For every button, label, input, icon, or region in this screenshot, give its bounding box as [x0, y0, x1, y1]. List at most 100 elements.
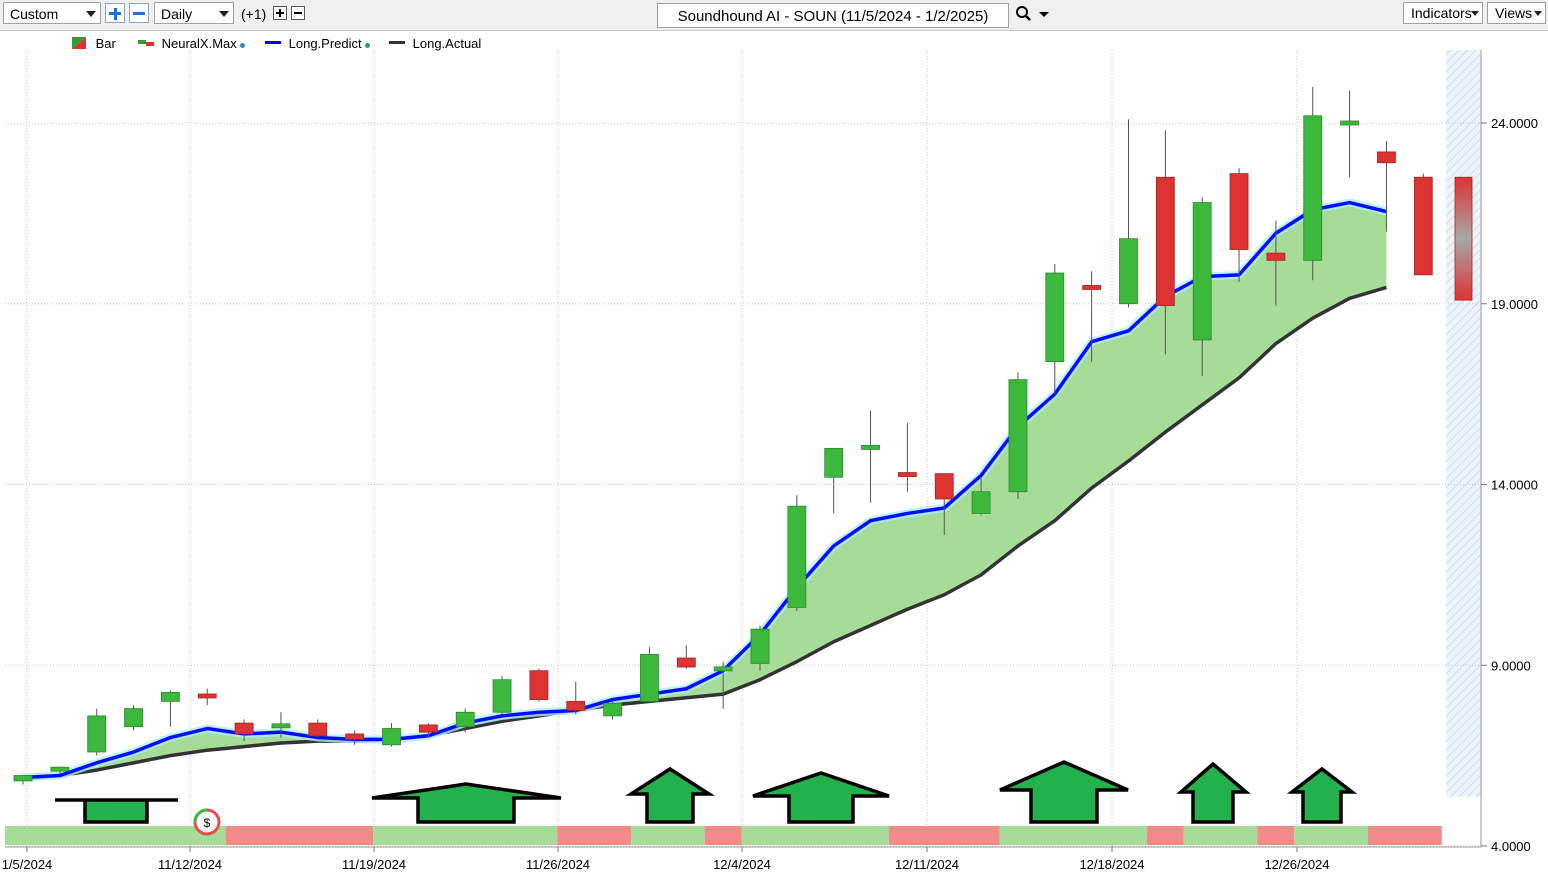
signal-band-segment [1146, 826, 1184, 845]
forecast-up-arrow[interactable] [55, 798, 178, 824]
arrow-layer [55, 760, 1358, 824]
candle[interactable] [1303, 115, 1323, 261]
candle[interactable] [87, 715, 107, 753]
legend-label: Bar [95, 36, 116, 51]
legend-item-long-predict[interactable]: Long.Predict [265, 36, 371, 51]
x-tick-label: 11/12/2024 [158, 857, 222, 872]
candle[interactable] [1192, 202, 1212, 341]
projected-bar[interactable] [1454, 176, 1473, 301]
bar-swatch-icon [72, 37, 86, 49]
candle[interactable] [234, 722, 254, 735]
dot-icon [240, 43, 246, 48]
candle[interactable] [934, 473, 954, 500]
candle[interactable] [382, 728, 401, 746]
candle[interactable] [529, 670, 549, 700]
candle[interactable] [50, 766, 70, 772]
dot-icon [365, 43, 371, 48]
candle[interactable] [971, 491, 991, 514]
chevron-down-icon [219, 11, 229, 17]
candle[interactable] [566, 701, 586, 711]
candle[interactable] [1155, 176, 1175, 306]
offset-decrease-button[interactable] [291, 6, 305, 20]
candle[interactable] [640, 654, 659, 702]
legend-item-long-actual[interactable]: Long.Actual [389, 36, 481, 51]
x-tick-label: 11/26/2024 [526, 857, 590, 872]
candle[interactable] [124, 708, 143, 728]
neuralx-swatch-icon [138, 40, 154, 46]
candle[interactable] [418, 724, 438, 733]
period-select[interactable]: Custom [3, 2, 101, 24]
candle[interactable] [713, 666, 733, 672]
candle[interactable] [1045, 272, 1065, 362]
zoom-out-button[interactable] [129, 3, 149, 23]
y-tick-label: 24.0000 [1491, 116, 1538, 131]
plus-icon-stem [113, 7, 117, 20]
x-tick-label: 12/26/2024 [1264, 857, 1329, 872]
search-icon[interactable] [1015, 5, 1051, 25]
band-layer: $ [5, 808, 1442, 845]
y-tick-label: 14.0000 [1491, 478, 1538, 493]
candle[interactable] [1340, 120, 1359, 126]
signal-band-segment [1183, 826, 1258, 845]
forecast-up-arrow[interactable] [1176, 761, 1251, 824]
candle[interactable] [787, 505, 807, 608]
signal-band-segment [557, 826, 632, 845]
forecast-up-arrow[interactable] [625, 766, 715, 824]
offset-increase-button[interactable] [273, 6, 287, 20]
forecast-up-arrow[interactable] [371, 782, 562, 824]
signal-band-segment [999, 826, 1147, 845]
signal-band-segment [1368, 826, 1442, 845]
candle[interactable] [676, 657, 696, 668]
offset-label: (+1) [241, 6, 267, 22]
candle[interactable] [13, 775, 33, 782]
candle[interactable] [160, 691, 180, 702]
legend-item-neuralx[interactable]: NeuralX.Max [138, 36, 246, 51]
candle[interactable] [1008, 379, 1028, 493]
dollar-marker-label: $ [204, 816, 211, 830]
symbol-title-field[interactable]: Soundhound AI - SOUN (11/5/2024 - 1/2/20… [657, 3, 1009, 28]
price-chart[interactable]: $ 24.0000 19.0000 14.0000 9.0000 4.0000 1/5/2… [0, 32, 1548, 875]
signal-band-segment [373, 826, 558, 845]
minus-icon [133, 12, 145, 15]
toolbar: Custom Daily (+1) Soundhound AI - SOUN (… [0, 0, 1548, 31]
candle[interactable] [455, 711, 475, 728]
signal-band-segment [888, 826, 1000, 845]
interval-select[interactable]: Daily [154, 2, 234, 24]
candle[interactable] [750, 628, 770, 664]
candle[interactable] [1082, 285, 1102, 290]
views-button[interactable]: Views [1487, 2, 1546, 24]
chevron-down-icon [1534, 11, 1542, 16]
plus-icon-stem [279, 9, 281, 17]
candle[interactable] [197, 693, 217, 699]
line-swatch-icon [265, 41, 281, 44]
candle[interactable] [1229, 173, 1249, 250]
x-tick-label: 11/19/2024 [342, 857, 406, 872]
indicators-button-label: Indicators [1411, 5, 1472, 21]
indicators-button[interactable]: Indicators [1403, 2, 1483, 24]
candle[interactable] [492, 679, 512, 713]
candle[interactable] [824, 447, 844, 478]
signal-band-segment [1294, 826, 1369, 845]
candle[interactable] [603, 702, 622, 717]
candle[interactable] [1266, 252, 1286, 261]
y-tick-label: 4.0000 [1491, 839, 1531, 854]
candle[interactable] [1413, 176, 1433, 276]
candle[interactable] [345, 733, 365, 740]
dollar-marker-ring [193, 808, 208, 823]
legend-item-bar[interactable]: Bar [72, 36, 116, 51]
candle[interactable] [861, 445, 880, 450]
period-select-value: Custom [10, 6, 59, 22]
candle[interactable] [271, 723, 291, 729]
candle[interactable] [898, 472, 917, 477]
forecast-up-arrow[interactable] [752, 771, 890, 824]
forecast-up-arrow[interactable] [1286, 766, 1358, 824]
candle[interactable] [1119, 238, 1138, 305]
x-tick-label: 12/11/2024 [895, 857, 959, 872]
views-button-label: Views [1495, 5, 1533, 21]
candle[interactable] [1377, 151, 1396, 164]
legend-label: Long.Predict [288, 36, 362, 51]
forecast-up-arrow[interactable] [999, 760, 1129, 824]
zoom-in-button[interactable] [105, 3, 125, 23]
candle[interactable] [308, 722, 328, 737]
legend-label: NeuralX.Max [161, 36, 237, 51]
